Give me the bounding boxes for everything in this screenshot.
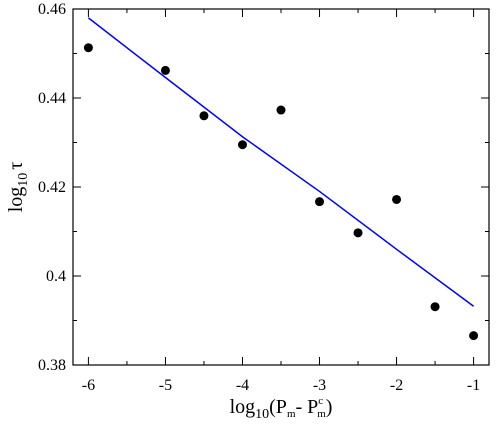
- data-point: [276, 105, 286, 115]
- x-tick-label: -4: [236, 377, 249, 394]
- fit-line: [87, 17, 475, 307]
- x-tick-label: -3: [313, 377, 326, 394]
- data-point: [315, 197, 325, 207]
- x-tick-label: -2: [390, 377, 403, 394]
- plot-frame: [72, 8, 490, 366]
- axis-ticks: [73, 8, 489, 366]
- x-tick-label: -1: [467, 377, 480, 394]
- data-point: [199, 111, 209, 121]
- y-tick-label: 0.44: [38, 90, 66, 107]
- data-point: [83, 43, 93, 53]
- data-marks: [83, 17, 479, 341]
- axis-tick-labels: -6 -5 -4 -3 -2 -1 0.38 0.4 0.42 0.44 0.46: [38, 1, 480, 394]
- data-point: [237, 140, 247, 150]
- y-tick-label: 0.46: [38, 1, 66, 18]
- data-point: [392, 194, 402, 204]
- x-axis-title: log10(Pm- Pc m): [230, 395, 333, 422]
- x-tick-label: -6: [82, 377, 95, 394]
- data-point: [353, 228, 363, 238]
- x-tick-label: -5: [159, 377, 172, 394]
- y-tick-label: 0.42: [38, 179, 66, 196]
- y-tick-label: 0.38: [38, 357, 66, 374]
- data-point: [430, 302, 440, 312]
- y-axis-title: log10τ: [5, 162, 31, 213]
- data-point: [469, 331, 479, 341]
- data-point: [160, 65, 170, 75]
- y-tick-label: 0.4: [46, 268, 66, 285]
